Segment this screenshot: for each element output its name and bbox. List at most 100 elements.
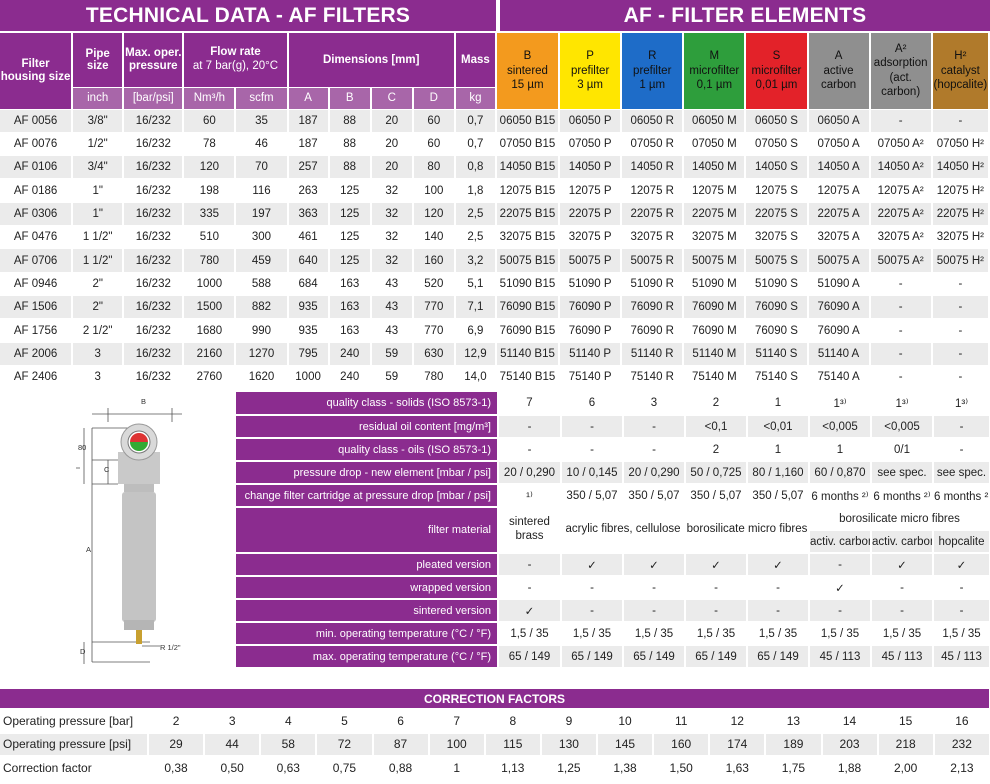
correction-value: 16 [933,709,990,734]
data-cell: 07050 R [621,132,685,157]
property-value: - [498,576,562,600]
unit-cell: C [370,87,414,110]
property-value: - [871,599,934,623]
property-value: ✓ [871,553,934,577]
data-cell: 882 [235,295,289,320]
data-cell: 1 1/2" [72,225,125,250]
data-cell: 14050 A [807,155,871,180]
data-cell: 50075 M [683,248,747,273]
property-value: 6 [561,392,624,416]
data-cell: 1270 [235,342,289,367]
dim-a-label: A [86,545,91,554]
property-value: 65 / 149 [623,645,686,669]
data-cell: 935 [287,295,330,320]
material-sub: activ. carbon [809,530,872,554]
data-cell: 0,8 [454,155,497,180]
property-value: - [933,415,990,439]
property-value: 7 [498,392,562,416]
data-cell: 12075 P [559,178,623,203]
correction-value: 0,75 [316,756,374,781]
property-value: 1,5 / 35 [747,622,810,646]
data-cell: 187 [287,132,330,157]
unit-cell: inch [72,87,125,110]
port-label: R 1/2" [160,643,181,652]
col-pipe: Pipe size [72,33,125,88]
data-cell: 22075 A [807,202,871,227]
property-value: 1,5 / 35 [933,622,990,646]
data-cell: 14050 H² [931,155,990,180]
data-cell: 32 [370,248,414,273]
data-cell: 51140 B15 [495,342,561,367]
table-row: AF 2006 3 16/232 2160 1270 795 240 59 630 12,9 511… [0,342,990,367]
property-value: - [933,576,990,600]
correction-value: 1 [428,756,486,781]
property-value: ✓ [685,553,748,577]
correction-value: 7 [428,709,486,734]
data-cell: 16/232 [123,132,185,157]
element-code: R [648,50,657,63]
data-cell: 43 [370,272,414,297]
unit-cell: A [287,87,330,110]
data-cell: 07050 H² [931,132,990,157]
property-row: sintered version ✓ - - - - - - - [236,599,990,623]
data-cell: 160 [412,248,456,273]
data-cell: 22075 M [683,202,747,227]
property-value: - [498,415,562,439]
data-cell: 75140 S [745,365,809,390]
property-value: 6 months ²⁾ [933,484,990,508]
data-cell: 76090 M [683,295,747,320]
data-cell: 12075 A² [869,178,933,203]
data-cell: 0,7 [454,109,497,133]
material-sintered: sintered brass [498,507,562,554]
correction-value: 13 [765,709,823,734]
data-cell: 116 [235,178,289,203]
data-cell: 588 [235,272,289,297]
data-cell: 22075 R [621,202,685,227]
property-value: ✓ [623,553,686,577]
data-cell: 0,7 [454,132,497,157]
data-cell: 75140 M [683,365,747,390]
property-value: 1 [809,438,872,462]
data-cell: - [931,109,990,133]
property-label: pressure drop - new element [mbar / psi] [236,461,499,485]
data-cell: 51140 R [621,342,685,367]
data-cell: 32 [370,178,414,203]
data-cell: 22075 B15 [495,202,561,227]
data-cell: 16/232 [123,318,185,343]
property-value: 1 [747,438,810,462]
data-cell: 32075 R [621,225,685,250]
element-rating: 1 µm [639,78,666,91]
data-cell: 335 [183,202,237,227]
property-row: min. operating temperature (°C / °F) 1,5 … [236,622,990,646]
property-value: ✓ [747,553,810,577]
data-cell: 240 [328,365,372,390]
property-value: 1,5 / 35 [561,622,624,646]
property-value: 45 / 113 [871,645,934,669]
data-cell: 16/232 [123,248,185,273]
property-label: min. operating temperature (°C / °F) [236,622,499,646]
data-cell: 76090 B15 [495,318,561,343]
housing-cell: AF 0946 [0,272,74,297]
data-cell: 990 [235,318,289,343]
data-cell: 06050 A [807,109,871,133]
data-cell: - [869,109,933,133]
property-value: 1³⁾ [871,392,934,416]
data-cell: 07050 P [559,132,623,157]
data-cell: 76090 M [683,318,747,343]
data-cell: 32075 S [745,225,809,250]
property-value: 1,5 / 35 [685,622,748,646]
correction-value: 11 [653,709,711,734]
correction-value: 1,88 [821,756,879,781]
data-cell: 125 [328,202,372,227]
data-cell: 20 [370,109,414,133]
data-cell: - [931,295,990,320]
data-cell: 14050 R [621,155,685,180]
data-cell: 88 [328,132,372,157]
correction-value: 232 [933,732,990,757]
left-title: TECHNICAL DATA - AF FILTERS [0,0,496,31]
data-cell: 1 1/2" [72,248,125,273]
property-value: 65 / 149 [498,645,562,669]
data-cell: 14050 B15 [495,155,561,180]
property-value: 1³⁾ [809,392,872,416]
